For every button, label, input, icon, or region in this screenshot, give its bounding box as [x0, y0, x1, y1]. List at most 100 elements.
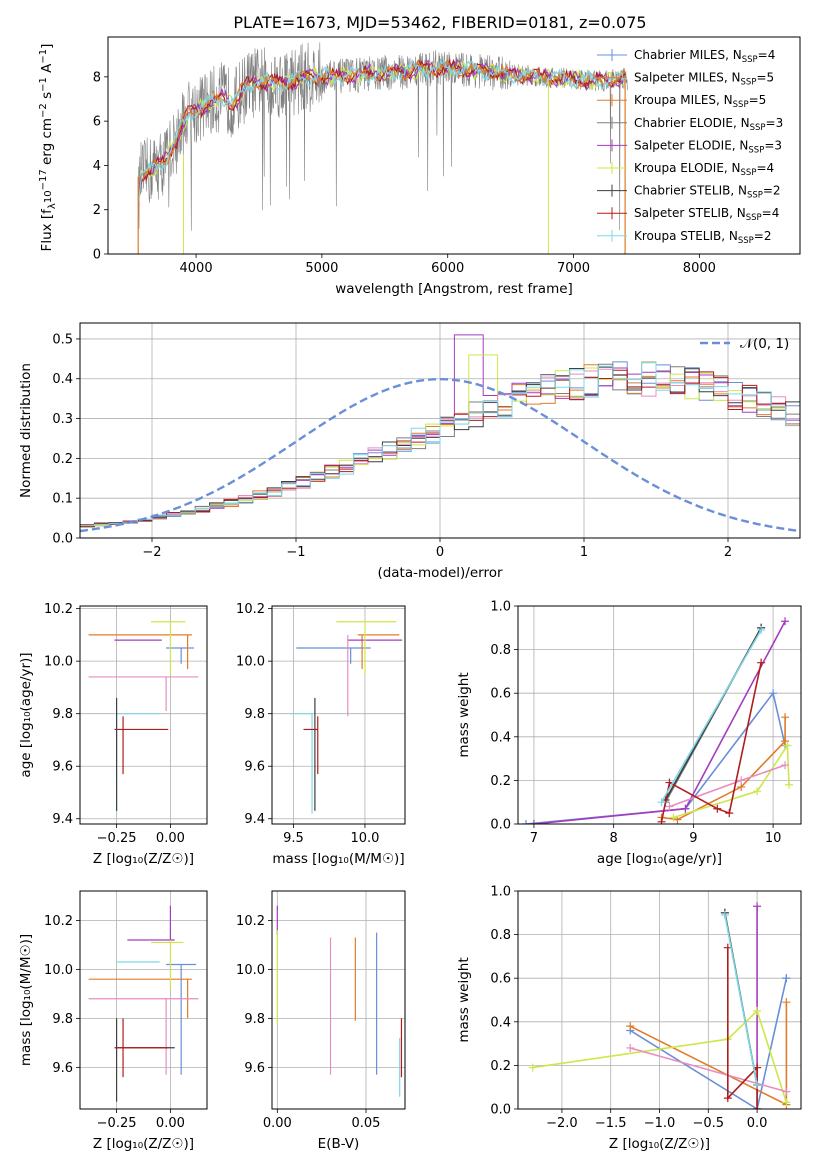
y-label-part: λ	[47, 203, 58, 209]
weight-marker	[782, 998, 791, 1007]
y-tick-label: 0.8	[490, 928, 511, 943]
y-label-part: −2	[38, 103, 49, 118]
y-tick-label: 0.4	[490, 730, 511, 745]
x-tick-label: 2	[724, 545, 732, 560]
legend-entry: Chabrier STELIB, NSSP=2	[634, 184, 781, 201]
y-tick-label: 0.1	[52, 492, 73, 507]
legend-text-part: Kroupa MILES, N	[634, 93, 733, 107]
y-tick-label: 0.0	[490, 1103, 511, 1118]
y-tick-label: 10.0	[236, 963, 265, 978]
legend-entry: 𝒩(0, 1)	[740, 336, 789, 352]
weight-marker	[657, 798, 666, 807]
y-axis-label: mass [log₁₀(M/M☉)]	[18, 934, 34, 1066]
y-tick-label: 2	[93, 203, 101, 218]
weight-series-line	[532, 1009, 788, 1103]
legend-text-part: Chabrier STELIB, N	[634, 184, 747, 198]
x-tick-label: 7	[530, 831, 538, 846]
x-tick-label: 10	[765, 831, 782, 846]
y-label-part: s	[39, 92, 55, 103]
weight-marker	[665, 802, 674, 811]
x-tick-label: 0.05	[352, 1116, 381, 1131]
model-spectrum-line	[138, 57, 627, 203]
weight-marker	[528, 1063, 537, 1072]
y-label-part: Flux [f	[39, 208, 55, 252]
weight-marker	[785, 780, 794, 789]
y-label-part: −1	[38, 77, 49, 92]
legend-text-part: =4	[762, 206, 780, 220]
weight_vs_age-panel: 7 8 9 10 0.0 0.2 0.4 0.6 0.8 1.0 age [log₁₀(age/yr…	[456, 600, 802, 867]
weight-marker	[753, 1105, 762, 1109]
plot-area	[137, 42, 628, 254]
weight-marker	[757, 658, 766, 667]
weight-marker	[737, 776, 746, 785]
y-tick-label: 9.6	[52, 1061, 73, 1076]
y-tick-label: 10.2	[44, 914, 73, 929]
axes-frame	[271, 605, 406, 825]
x-tick-label: 9.5	[283, 831, 304, 846]
y-tick-label: 9.8	[244, 1012, 265, 1027]
legend-text-part: SSP	[733, 100, 749, 110]
x-axis-label: age [log₁₀(age/yr)]	[597, 851, 722, 867]
histogram-series	[80, 366, 800, 527]
weight-marker	[782, 1087, 791, 1096]
legend-text-part: =4	[756, 161, 774, 175]
y-tick-label: 1.0	[490, 600, 511, 615]
weight-marker	[521, 820, 530, 824]
y-tick-label: 10.2	[236, 914, 265, 929]
legend-text-part: Chabrier MILES, N	[634, 48, 742, 62]
weight-series-line	[727, 947, 758, 1109]
x-axis-label: mass [log₁₀(M/M☉)]	[272, 851, 404, 867]
legend-text-part: SSP	[742, 55, 758, 65]
y-tick-label: 10.0	[44, 963, 73, 978]
plot-area	[276, 905, 403, 1097]
y-axis-label: Flux [fλ10−17 erg cm−2 s−1 A−1]	[38, 44, 58, 252]
legend-text-part: Salpeter STELIB, N	[634, 206, 746, 220]
x-tick-label: 0	[436, 545, 444, 560]
x-axis-label: E(B-V)	[318, 1136, 360, 1152]
plot-area	[290, 621, 403, 814]
age_vs_mass-panel: 9.5 10.0 9.4 9.6 9.8 10.0 10.2 mass [log₁₀(M/M☉…	[236, 602, 406, 867]
legend-text-part: =4	[758, 48, 776, 62]
weight-marker	[723, 1094, 732, 1103]
x-axis-label: Z [log₁₀(Z/Z☉)]	[93, 851, 194, 867]
weight-marker	[753, 1006, 762, 1015]
y-tick-label: 0.2	[490, 1059, 511, 1074]
y-tick-label: 4	[93, 159, 101, 174]
weight-marker	[781, 713, 790, 722]
histogram-series	[80, 369, 800, 526]
y-tick-label: 0.3	[52, 412, 73, 427]
weight-series-line	[629, 978, 788, 1109]
model-spectrum-line	[138, 59, 627, 188]
y-tick-label: 0.4	[52, 372, 73, 387]
weight-marker	[782, 974, 791, 983]
y-label-part: 10	[43, 190, 54, 203]
legend-text-part: Chabrier ELODIE, N	[634, 116, 750, 130]
weight-marker	[725, 809, 734, 818]
weight-series-line	[660, 662, 762, 822]
legend-text-part: SSP	[741, 168, 757, 178]
weight-marker	[626, 1022, 635, 1031]
y-tick-label: 0.0	[490, 818, 511, 833]
legend-entry: Kroupa MILES, NSSP=5	[634, 93, 766, 110]
legend-text-part: =5	[756, 71, 774, 85]
histogram-series	[80, 334, 800, 527]
y-tick-label: 9.8	[52, 707, 73, 722]
plot-area	[80, 334, 800, 533]
x-tick-label: 8	[610, 831, 618, 846]
y-tick-label: 0.6	[490, 687, 511, 702]
axes-frame	[79, 890, 208, 1110]
axes-frame	[79, 322, 801, 539]
axes-frame	[517, 890, 802, 1110]
x-axis-label: (data-model)/error	[377, 565, 503, 581]
y-label-part: A	[39, 63, 55, 77]
y-label-part: −17	[38, 169, 49, 190]
spectrum-panel: 4000 5000 6000 7000 8000 0 2 4 6 8 wavelength [Ang…	[38, 36, 801, 297]
y-tick-label: 9.8	[244, 707, 265, 722]
x-tick-label: 6000	[431, 261, 464, 276]
weight-series-line	[629, 1002, 788, 1106]
x-tick-label: 10.0	[350, 831, 379, 846]
legend-text-part: Kroupa STELIB, N	[634, 229, 738, 243]
y-tick-label: 10.0	[44, 655, 73, 670]
y-tick-label: 9.8	[52, 1012, 73, 1027]
